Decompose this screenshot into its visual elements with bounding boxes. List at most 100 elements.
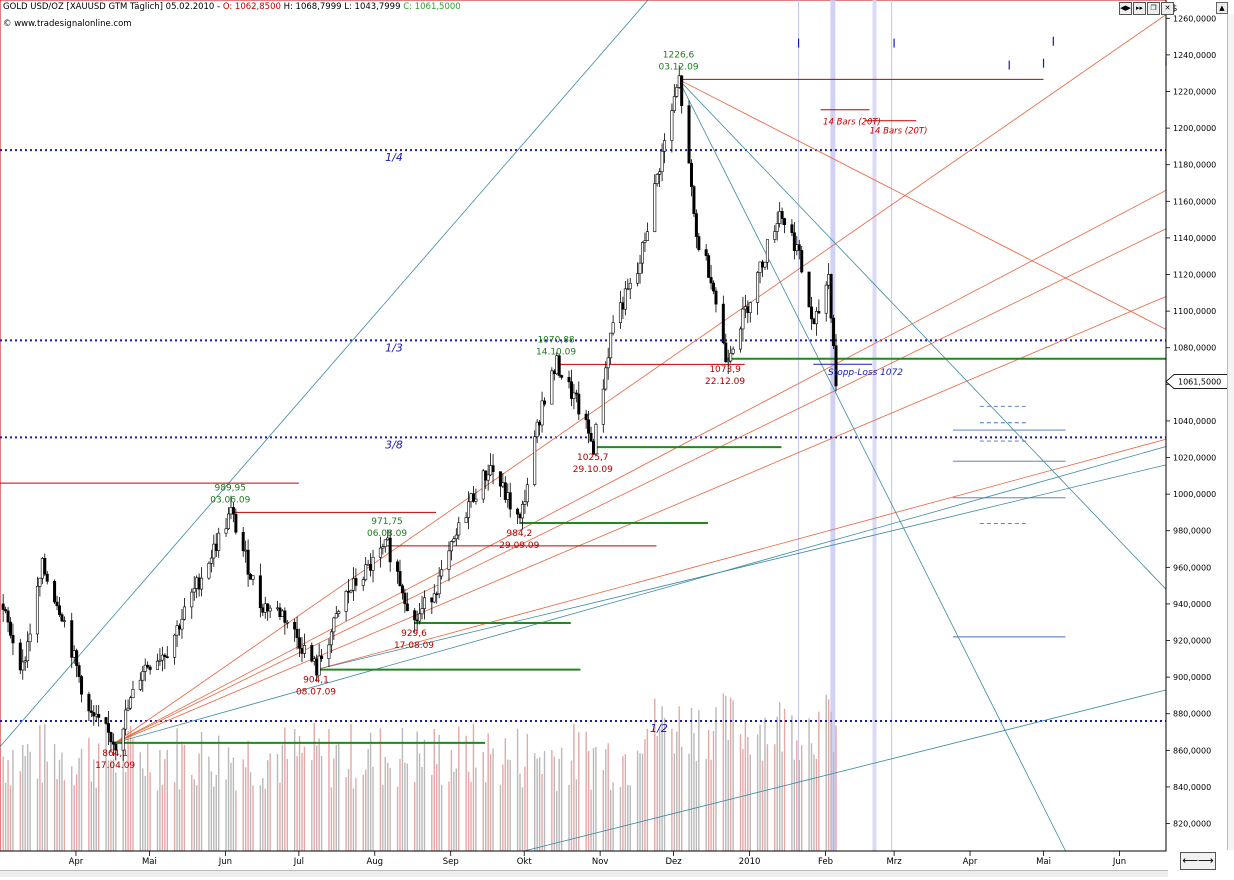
candle-body bbox=[640, 242, 644, 264]
close-window-icon[interactable]: ✕ bbox=[1161, 2, 1174, 15]
volume-bar bbox=[284, 727, 286, 851]
volume-bar bbox=[142, 768, 144, 851]
candle-body bbox=[378, 547, 382, 558]
candle-body bbox=[383, 539, 387, 547]
candle-body bbox=[587, 419, 591, 434]
candle-body bbox=[817, 311, 821, 314]
candle-body bbox=[761, 261, 765, 268]
time-navigation-button[interactable]: ⟵⟶ bbox=[1180, 852, 1216, 870]
candle-body bbox=[437, 575, 441, 595]
candle-body bbox=[197, 577, 201, 590]
candle-body bbox=[435, 593, 439, 596]
x-tick-label: Jun bbox=[218, 857, 232, 867]
candle-body bbox=[440, 569, 444, 577]
candle-body bbox=[508, 492, 512, 510]
volume-bar bbox=[516, 728, 519, 851]
volume-bar bbox=[578, 732, 580, 851]
y-tick-label: 1240,0000 bbox=[1173, 51, 1216, 60]
candle-body bbox=[569, 381, 573, 399]
open-value: O: 1062,8500 bbox=[222, 2, 281, 12]
bars-count-label: 14 Bars (20T) bbox=[823, 117, 881, 127]
volume-bar bbox=[607, 743, 609, 851]
candle-body bbox=[231, 507, 235, 515]
volume-bar bbox=[298, 735, 301, 851]
vertical-scrollbar[interactable] bbox=[1227, 14, 1234, 850]
volume-bar bbox=[384, 757, 386, 851]
scroll-up-icon[interactable]: ▲ bbox=[1216, 2, 1228, 14]
candle-body bbox=[775, 223, 779, 232]
volume-bar bbox=[181, 741, 183, 851]
candle-body bbox=[111, 741, 115, 745]
candle-body bbox=[55, 601, 59, 607]
x-tick-label: Mrz bbox=[886, 857, 902, 867]
candle-body bbox=[525, 484, 529, 503]
volume-bar bbox=[244, 767, 247, 851]
candle-body bbox=[704, 249, 708, 256]
restore-window-icon[interactable]: ❐ bbox=[1147, 2, 1160, 15]
candle-body bbox=[70, 620, 74, 658]
volume-bar bbox=[798, 760, 800, 851]
candle-body bbox=[609, 332, 613, 359]
candle-body bbox=[21, 661, 25, 671]
candle-body bbox=[280, 610, 284, 618]
volume-bar bbox=[369, 732, 372, 851]
candle-body bbox=[765, 239, 769, 263]
horizontal-scrollbar[interactable] bbox=[0, 870, 1168, 877]
candle-body bbox=[403, 592, 407, 605]
candle-body bbox=[457, 522, 461, 536]
scroll-left-right-icon[interactable]: ◀▶ bbox=[1119, 2, 1132, 15]
candle-body bbox=[212, 543, 216, 559]
volume-bar bbox=[774, 744, 776, 851]
candle-body bbox=[577, 393, 581, 415]
volume-bar bbox=[367, 749, 369, 851]
volume-bar bbox=[636, 750, 639, 851]
volume-bar bbox=[242, 759, 244, 851]
time-band bbox=[891, 0, 893, 851]
candle-body bbox=[1, 603, 5, 610]
candle-body bbox=[163, 654, 167, 658]
y-tick-label: 860,0000 bbox=[1173, 746, 1211, 755]
volume-bar bbox=[450, 749, 453, 851]
low-value: L: 1043,7999 bbox=[344, 2, 401, 12]
candle-body bbox=[623, 288, 627, 310]
gann-level-label: 3/8 bbox=[385, 438, 403, 451]
volume-bar bbox=[556, 790, 558, 851]
candle-body bbox=[790, 224, 794, 234]
fast-forward-icon[interactable]: ▸▸ bbox=[1133, 2, 1146, 15]
candle-body bbox=[141, 671, 145, 681]
volume-bar bbox=[543, 751, 546, 851]
candle-body bbox=[621, 302, 625, 310]
volume-bar bbox=[396, 786, 399, 851]
volume-bar bbox=[656, 735, 658, 851]
time-band bbox=[830, 0, 836, 851]
candle-body bbox=[155, 660, 159, 670]
candle-body bbox=[707, 255, 711, 278]
x-tick-label: Jul bbox=[293, 857, 304, 867]
y-tick-label: 1020,0000 bbox=[1173, 454, 1216, 463]
volume-bar bbox=[622, 756, 624, 851]
candle-body bbox=[258, 575, 262, 609]
candle-body bbox=[344, 590, 348, 612]
candle-body bbox=[371, 556, 375, 571]
candle-body bbox=[158, 659, 162, 662]
volume-bar bbox=[227, 747, 230, 851]
volume-bar bbox=[458, 726, 460, 851]
volume-bar bbox=[345, 776, 347, 851]
volume-bar bbox=[362, 774, 364, 851]
volume-bar bbox=[12, 749, 14, 851]
candle-body bbox=[26, 641, 30, 662]
volume-bar bbox=[230, 762, 232, 851]
volume-bar bbox=[63, 780, 66, 851]
candle-body bbox=[80, 676, 84, 695]
volume-bar bbox=[286, 758, 289, 851]
volume-bar bbox=[44, 724, 46, 851]
candle-body bbox=[714, 290, 718, 305]
currency-label: $ bbox=[1172, 4, 1177, 14]
candle-body bbox=[697, 236, 701, 250]
volume-bar bbox=[413, 782, 416, 851]
pivot-date-label: 03.12.09 bbox=[658, 62, 698, 72]
candle-body bbox=[415, 619, 419, 622]
x-tick-label: Apr bbox=[69, 857, 84, 867]
candle-body bbox=[227, 513, 231, 530]
candle-body bbox=[121, 728, 125, 751]
